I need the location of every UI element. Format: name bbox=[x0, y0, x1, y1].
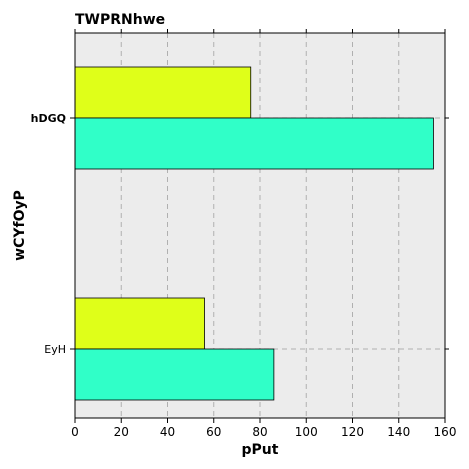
x-axis-ticks: 0 20 40 60 80 100 120 140 160 bbox=[71, 29, 456, 439]
x-tick-label: 20 bbox=[114, 425, 129, 439]
bar-hDGQ-series2 bbox=[74, 117, 434, 170]
x-tick-label: 140 bbox=[387, 425, 410, 439]
x-tick-label: 0 bbox=[71, 425, 79, 439]
bar-EyH-series1 bbox=[74, 297, 205, 350]
x-tick-label: 60 bbox=[206, 425, 221, 439]
x-tick-label: 80 bbox=[252, 425, 267, 439]
bars bbox=[74, 66, 434, 401]
y-tick-label: hDGQ bbox=[31, 112, 66, 125]
x-tick-label: 120 bbox=[341, 425, 364, 439]
bar-EyH-series2 bbox=[74, 348, 275, 401]
x-tick-label: 40 bbox=[160, 425, 175, 439]
x-axis-label: pPut bbox=[242, 442, 279, 458]
chart-title: TWPRNhwe bbox=[75, 12, 165, 28]
x-tick-label: 160 bbox=[434, 425, 457, 439]
x-tick-label: 100 bbox=[295, 425, 318, 439]
y-axis-label: wCYfOyP bbox=[12, 190, 28, 261]
y-axis-ticks: hDGQ EyH bbox=[31, 112, 449, 356]
bar-hDGQ-series1 bbox=[74, 66, 252, 119]
y-tick-label: EyH bbox=[44, 343, 66, 356]
